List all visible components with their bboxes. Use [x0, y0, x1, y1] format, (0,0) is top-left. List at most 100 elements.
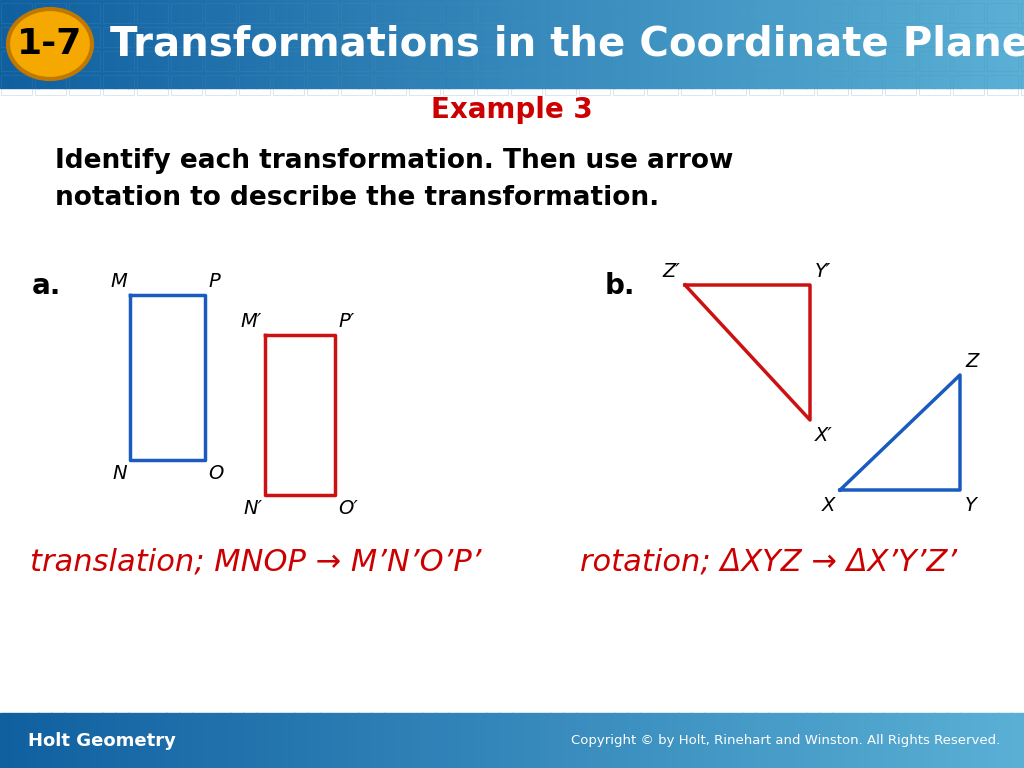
Bar — [500, 713, 512, 768]
Bar — [579, 75, 610, 95]
Bar — [443, 51, 474, 71]
Bar — [35, 51, 66, 71]
Bar — [985, 713, 998, 768]
Bar — [858, 0, 870, 88]
Bar — [171, 27, 202, 47]
Bar — [461, 713, 474, 768]
Bar — [851, 27, 882, 47]
Bar — [372, 0, 384, 88]
Bar — [1012, 0, 1024, 88]
Bar — [953, 75, 984, 95]
Bar — [397, 0, 410, 88]
Bar — [346, 713, 358, 768]
Bar — [807, 713, 819, 768]
Bar — [26, 713, 39, 768]
Bar — [538, 0, 551, 88]
Bar — [141, 713, 154, 768]
Text: X′: X′ — [815, 426, 833, 445]
Bar — [525, 0, 538, 88]
Bar — [473, 0, 486, 88]
Bar — [193, 713, 205, 768]
Bar — [443, 27, 474, 47]
Bar — [137, 75, 168, 95]
Bar — [987, 3, 1018, 23]
Bar — [435, 713, 449, 768]
Bar — [756, 0, 768, 88]
Bar — [154, 0, 167, 88]
Bar — [103, 51, 134, 71]
Bar — [691, 0, 705, 88]
Bar — [717, 713, 730, 768]
Bar — [333, 713, 346, 768]
Bar — [1, 75, 32, 95]
Bar — [781, 713, 794, 768]
Bar — [691, 713, 705, 768]
Text: translation; MNOP → M’N’O’P’: translation; MNOP → M’N’O’P’ — [30, 548, 481, 577]
Bar — [307, 27, 338, 47]
Bar — [545, 51, 575, 71]
Bar — [919, 27, 950, 47]
Bar — [282, 713, 295, 768]
Bar — [613, 75, 644, 95]
Bar — [919, 75, 950, 95]
Bar — [35, 27, 66, 47]
Bar — [545, 75, 575, 95]
Bar — [729, 0, 742, 88]
Text: Example 3: Example 3 — [431, 96, 593, 124]
Bar — [128, 0, 141, 88]
Bar — [909, 713, 922, 768]
Bar — [919, 51, 950, 71]
Bar — [477, 27, 508, 47]
Bar — [681, 51, 712, 71]
Bar — [768, 0, 781, 88]
Bar — [742, 713, 756, 768]
Bar — [807, 0, 819, 88]
Bar — [885, 3, 916, 23]
Bar — [613, 27, 644, 47]
Bar — [273, 27, 304, 47]
Bar — [256, 713, 269, 768]
Bar — [511, 27, 542, 47]
Bar — [1021, 75, 1024, 95]
Bar — [1012, 713, 1024, 768]
Bar — [115, 0, 128, 88]
Bar — [375, 27, 406, 47]
Bar — [239, 51, 270, 71]
Bar — [375, 51, 406, 71]
Bar — [193, 0, 205, 88]
Bar — [486, 0, 500, 88]
Bar — [961, 0, 973, 88]
Bar — [935, 713, 947, 768]
Bar — [681, 27, 712, 47]
Bar — [961, 713, 973, 768]
Bar — [63, 0, 77, 88]
Bar — [282, 0, 295, 88]
Bar — [551, 713, 563, 768]
Bar — [613, 51, 644, 71]
Bar — [375, 75, 406, 95]
Bar — [358, 0, 372, 88]
Bar — [295, 713, 307, 768]
Text: Z′: Z′ — [663, 262, 680, 281]
Bar — [171, 3, 202, 23]
Bar — [885, 75, 916, 95]
Bar — [973, 0, 986, 88]
Bar — [627, 0, 640, 88]
Bar — [171, 75, 202, 95]
Bar — [307, 51, 338, 71]
Ellipse shape — [8, 9, 92, 79]
Bar — [575, 0, 589, 88]
Bar — [613, 3, 644, 23]
Text: X: X — [821, 496, 835, 515]
Bar — [307, 0, 321, 88]
Bar — [679, 0, 691, 88]
Bar — [307, 713, 321, 768]
Bar — [90, 713, 102, 768]
Bar — [858, 713, 870, 768]
Bar — [851, 3, 882, 23]
Bar — [273, 3, 304, 23]
Bar — [647, 3, 678, 23]
Bar — [0, 0, 13, 88]
Bar — [128, 713, 141, 768]
Text: Transformations in the Coordinate Plane: Transformations in the Coordinate Plane — [111, 25, 1024, 65]
